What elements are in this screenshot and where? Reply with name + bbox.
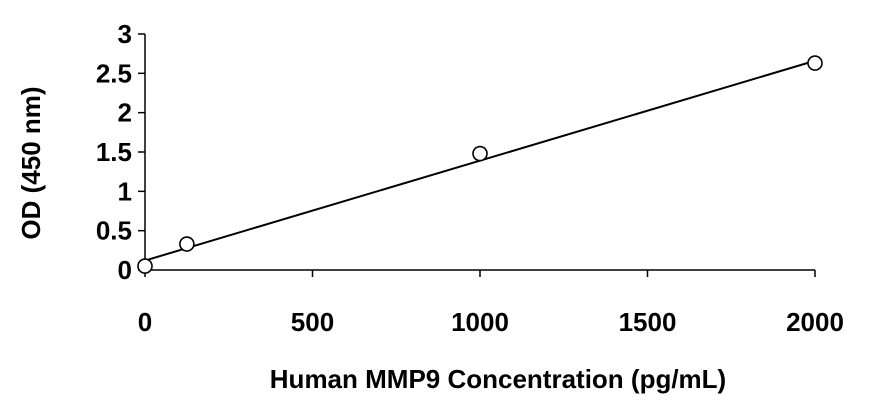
data-point [472, 145, 488, 162]
x-axis-title: Human MMP9 Concentration (pg/mL) [270, 364, 726, 394]
x-ticks: 0 500 1000 1500 2000 [138, 270, 844, 337]
data-points [137, 55, 823, 274]
y-tick-label: 2.5 [96, 58, 132, 88]
y-tick-label: 1.5 [96, 137, 132, 167]
data-point [137, 258, 153, 274]
y-tick-label: 3 [118, 19, 132, 49]
x-tick-label: 1000 [451, 307, 509, 337]
y-ticks: 0 0.5 1 1.5 2 2.5 3 [96, 19, 145, 285]
x-tick-label: 1500 [619, 307, 677, 337]
data-point [179, 236, 195, 252]
x-tick-label: 0 [138, 307, 152, 337]
y-axis-title: OD (450 nm) [16, 86, 46, 239]
x-tick-label: 500 [291, 307, 334, 337]
y-tick-label: 1 [118, 176, 132, 206]
y-tick-label: 0.5 [96, 216, 132, 246]
y-tick-label: 0 [118, 255, 132, 285]
x-tick-label: 2000 [786, 307, 844, 337]
data-point [807, 55, 823, 71]
y-tick-label: 2 [118, 98, 132, 128]
